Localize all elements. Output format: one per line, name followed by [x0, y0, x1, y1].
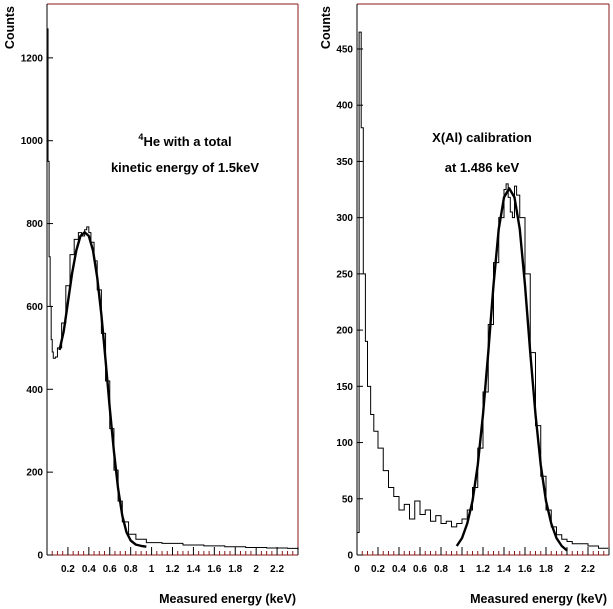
x-tick-label: 1.8: [539, 564, 553, 575]
x-tick-label: 1.6: [207, 564, 221, 575]
annotation-line: kinetic energy of 1.5keV: [111, 160, 259, 175]
annotation-text: He with a total: [143, 134, 231, 149]
y-tick-label: 200: [26, 468, 43, 479]
x-tick-label: 2.2: [270, 564, 284, 575]
chart-panel-2: 0 50 100 150 200 250 300 350 400 450 0 0.2 0.4 0.6 0.8…: [319, 3, 610, 606]
x-tick-label: 2: [253, 564, 259, 575]
y-tick-label: 450: [336, 44, 353, 55]
x-tick-label: 2.2: [581, 564, 595, 575]
x-tick-label: 1.2: [166, 564, 180, 575]
x-tick-label: 0.4: [82, 564, 96, 575]
histogram-series: [357, 31, 608, 549]
y-tick-label: 350: [336, 157, 353, 168]
y-tick-label: 100: [336, 438, 353, 449]
y-tick-label: 800: [26, 219, 43, 230]
x-tick-label: 0.4: [392, 564, 406, 575]
chart-panel-1: 0 200 400 600 800 1000 1200 0.2 0.4 0.6 0.8 1 1.2 1.4…: [3, 3, 299, 606]
histogram-series: [47, 28, 299, 550]
fit-curve: [455, 187, 568, 552]
x-tick-label: 1: [459, 564, 465, 575]
y-tick-label: 400: [336, 101, 353, 112]
x-tick-label: 1.6: [518, 564, 532, 575]
x-tick-label: 0: [354, 564, 360, 575]
y-tick-label: 250: [336, 269, 353, 280]
x-tick-label: 1: [149, 564, 155, 575]
annotation-line: at 1.486 keV: [445, 160, 520, 175]
y-tick-label: 300: [336, 213, 353, 224]
x-tick-label: 1.4: [186, 564, 200, 575]
x-tick-label: 0.2: [371, 564, 385, 575]
annotation-line: X(Al) calibration: [432, 130, 532, 145]
x-tick-label: 0.8: [434, 564, 448, 575]
annotation-line: 4He with a total: [138, 132, 231, 149]
x-tick-label: 1.4: [497, 564, 511, 575]
fit-curve: [58, 231, 147, 548]
y-tick-label: 600: [26, 302, 43, 313]
y-tick-label: 200: [336, 326, 353, 337]
y-tick-label: 1000: [21, 136, 44, 147]
x-tick-label: 0.8: [124, 564, 138, 575]
x-tick-label: 0.6: [103, 564, 117, 575]
y-tick-label: 50: [342, 494, 354, 505]
y-tick-label: 150: [336, 382, 353, 393]
x-axis-title: Measured energy (keV): [159, 592, 296, 606]
x-tick-label: 0.6: [413, 564, 427, 575]
x-tick-label: 2: [564, 564, 570, 575]
y-tick-label: 400: [26, 385, 43, 396]
y-tick-label: 1200: [21, 53, 44, 64]
y-axis-title: Counts: [3, 6, 17, 49]
x-tick-label: 1.8: [228, 564, 242, 575]
x-axis-title: Measured energy (keV): [470, 592, 607, 606]
x-tick-label: 1.2: [476, 564, 490, 575]
y-tick-label: 0: [347, 551, 353, 562]
y-tick-label: 0: [37, 551, 43, 562]
y-axis-title: Counts: [319, 6, 333, 49]
annotation-superscript: 4: [138, 132, 143, 142]
x-tick-label: 0.2: [61, 564, 75, 575]
